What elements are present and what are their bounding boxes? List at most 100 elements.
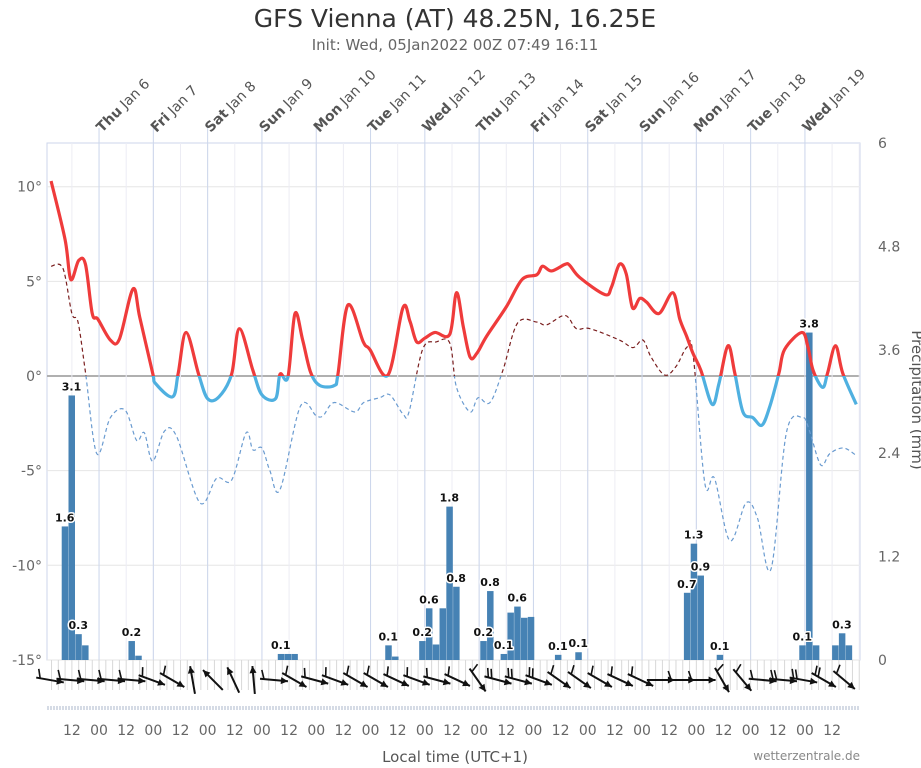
precip-bar bbox=[480, 641, 487, 660]
x-tick: 00 bbox=[307, 723, 325, 739]
precip-bar bbox=[82, 645, 89, 660]
wind-barb bbox=[610, 666, 613, 676]
wind-arrowhead bbox=[562, 681, 571, 689]
day-label: SatJan 15 bbox=[582, 72, 646, 136]
day-date: Jan 15 bbox=[603, 72, 646, 115]
wind-barb bbox=[773, 670, 778, 680]
wind-arrow bbox=[423, 667, 451, 686]
precip-bar bbox=[291, 653, 298, 660]
wind-barb bbox=[550, 664, 555, 675]
wind-arrow bbox=[769, 669, 798, 685]
wind-arrowhead bbox=[298, 680, 307, 687]
precip-bar-label: 0.8 bbox=[480, 576, 500, 589]
wind-arrow bbox=[547, 664, 572, 689]
precip-bar bbox=[425, 608, 433, 660]
wind-barb bbox=[510, 668, 513, 679]
wind-barb bbox=[716, 663, 724, 672]
wind-barb bbox=[749, 669, 754, 680]
day-name: Sat bbox=[582, 106, 612, 136]
wind-arrow bbox=[187, 666, 196, 694]
wind-barb bbox=[507, 667, 510, 678]
x-axis-title: Local time (UTC+1) bbox=[382, 748, 528, 766]
precip-bar bbox=[838, 633, 846, 660]
precip-bar-label: 0.1 bbox=[271, 639, 291, 652]
precip-bar-label: 0.6 bbox=[507, 592, 527, 605]
wind-arrow bbox=[444, 666, 471, 687]
y-axis-right: 6 4.8 3.6 2.4 1.2 0 bbox=[878, 136, 900, 669]
day-name: Tue bbox=[745, 105, 776, 136]
precip-bar bbox=[439, 608, 447, 660]
y-left-tick: 0° bbox=[26, 369, 42, 385]
precip-bar-label: 0.3 bbox=[69, 619, 89, 632]
day-name: Tue bbox=[365, 105, 396, 136]
wind-arrowhead bbox=[203, 670, 211, 678]
wind-barb bbox=[735, 663, 742, 673]
day-label: ThuJan 6 bbox=[94, 76, 154, 136]
wind-arrow bbox=[627, 666, 654, 687]
wind-arrow bbox=[249, 665, 257, 695]
precip-bar bbox=[135, 655, 142, 660]
x-tick: 00 bbox=[796, 723, 814, 739]
wind-barb bbox=[303, 667, 306, 678]
x-tick: 00 bbox=[687, 723, 705, 739]
wind-arrow bbox=[732, 663, 753, 692]
wind-barb bbox=[57, 669, 62, 680]
wind-arrowhead bbox=[280, 677, 288, 685]
y-left-tick: -10° bbox=[12, 558, 42, 574]
wind-arrow bbox=[607, 666, 634, 687]
wind-arrow bbox=[342, 665, 369, 688]
x-tick: 12 bbox=[606, 723, 624, 739]
wind-barb bbox=[687, 670, 693, 681]
wind-arrowhead bbox=[462, 679, 470, 687]
x-tick: 00 bbox=[742, 723, 760, 739]
day-name: Mon bbox=[691, 101, 726, 136]
x-tick: 00 bbox=[144, 723, 162, 739]
wind-barb bbox=[261, 669, 265, 680]
day-date: Jan 12 bbox=[446, 66, 489, 109]
wind-arrowhead bbox=[645, 679, 654, 687]
wind-barb bbox=[835, 664, 841, 674]
precip-bar bbox=[277, 653, 285, 660]
x-tick: 12 bbox=[280, 723, 298, 739]
precip-bar bbox=[697, 575, 704, 660]
y-left-tick: -15° bbox=[12, 653, 42, 669]
wind-arrow bbox=[587, 665, 613, 688]
wind-barb bbox=[37, 668, 41, 679]
y-left-tick: -5° bbox=[21, 464, 42, 480]
wind-arrowhead bbox=[722, 684, 729, 693]
precip-bar bbox=[128, 641, 135, 660]
day-date: Jan 14 bbox=[544, 76, 587, 119]
wind-arrowhead bbox=[708, 676, 716, 684]
temperature-lines bbox=[49, 180, 858, 573]
y-axis-right-title: Precipitation (mm) bbox=[908, 330, 921, 469]
wind-arrowhead bbox=[847, 681, 855, 689]
precip-bar bbox=[683, 592, 691, 660]
precip-bar-label: 0.1 bbox=[494, 639, 514, 652]
credit-link[interactable]: wetterzentrale.de bbox=[753, 749, 860, 763]
day-date: Jan 8 bbox=[223, 78, 260, 115]
x-tick: 12 bbox=[226, 723, 244, 739]
precip-bar bbox=[61, 526, 69, 660]
day-label: WedJan 19 bbox=[799, 66, 869, 136]
x-tick: 12 bbox=[172, 723, 190, 739]
wind-arrowhead bbox=[828, 680, 836, 687]
wind-arrowhead bbox=[401, 679, 409, 687]
wind-arrowhead bbox=[176, 680, 185, 687]
precip-bar bbox=[806, 332, 813, 660]
precip-bar bbox=[812, 645, 820, 660]
precip-bar bbox=[507, 612, 514, 660]
wind-arrow bbox=[226, 666, 241, 694]
wind-barb bbox=[284, 665, 289, 676]
day-name: Sun bbox=[256, 103, 289, 136]
wind-barb bbox=[667, 670, 672, 681]
wind-arrow bbox=[484, 667, 512, 686]
day-date: Jan 13 bbox=[497, 70, 540, 113]
precip-bar bbox=[845, 645, 853, 660]
precip-bar-label: 3.1 bbox=[62, 380, 82, 393]
wind-arrowhead bbox=[380, 680, 388, 687]
wind-arrowhead bbox=[524, 678, 532, 686]
day-name: Fri bbox=[528, 110, 554, 136]
wind-barb bbox=[345, 665, 350, 676]
